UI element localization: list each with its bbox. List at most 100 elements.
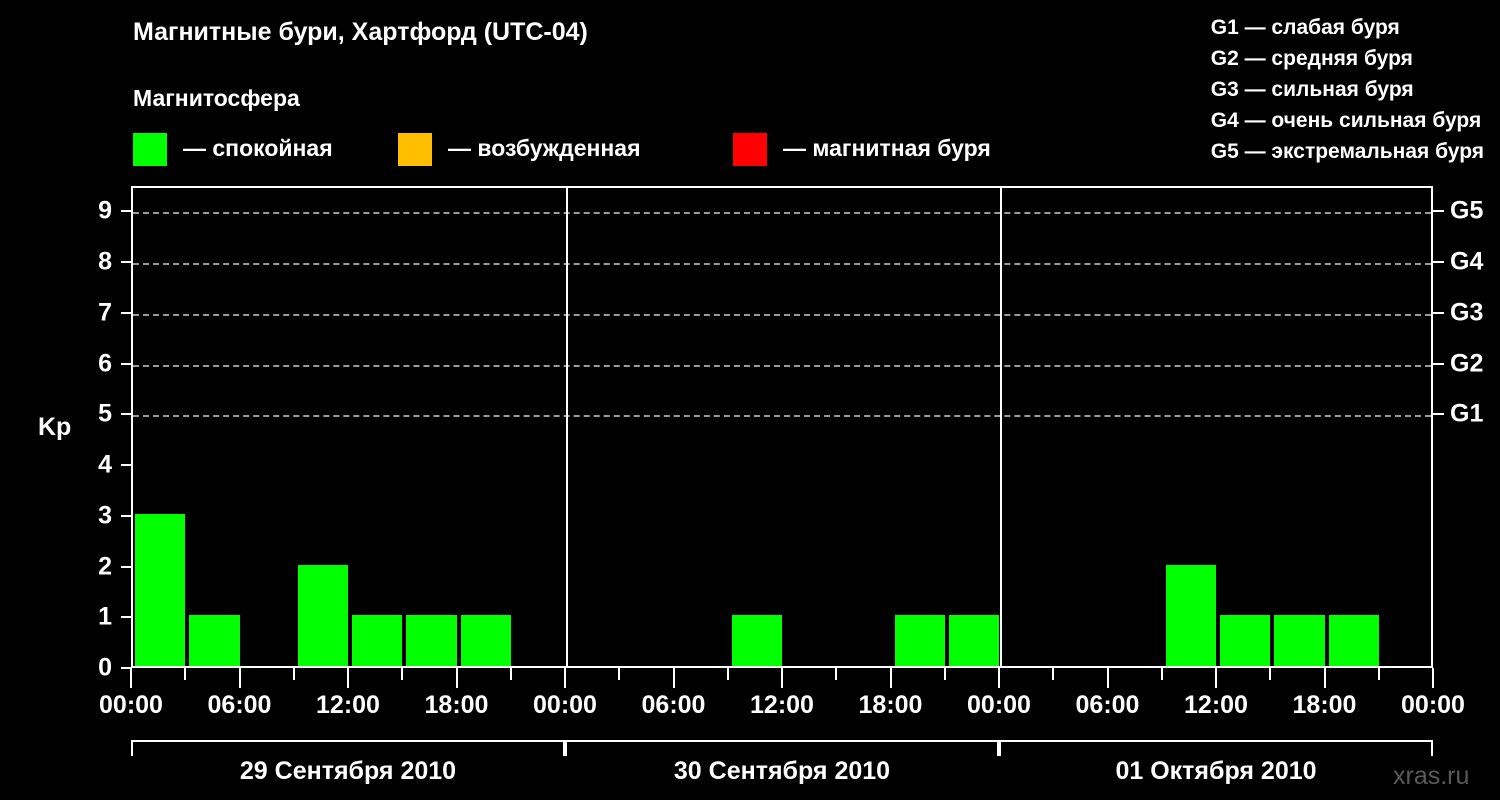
day-separator-1 [566,188,568,666]
y-tick-mark-5 [121,413,132,416]
y-tick-label-0: 0 [98,653,112,682]
x-tick-label-11: 18:00 [1292,691,1357,719]
y-tick-mark-9 [121,210,132,213]
legend-item-unsettled: — возбужденная [398,131,641,167]
date-label-1: 29 Сентября 2010 [239,757,457,785]
legend-swatch-unsettled [398,132,432,166]
x-tick-24 [1432,668,1434,688]
legend-item-quiet: — спокойная [133,131,333,167]
x-tick-5 [401,668,404,680]
x-tick-23 [1377,668,1380,680]
y-axis-title: Kp [38,413,72,441]
bar [352,615,403,666]
date-bracket-2 [565,740,999,756]
y-tick-mark-0 [121,667,132,669]
x-tick-14 [889,668,892,688]
bar [731,615,782,666]
y-tick-label-8: 8 [98,247,112,276]
x-tick-4 [347,668,349,688]
x-tick-1 [184,668,187,680]
x-tick-12 [781,668,783,688]
x-tick-3 [292,668,295,680]
x-tick-6 [455,668,458,688]
g-axis-label-G5: G5 [1450,196,1484,225]
x-tick-label-12: 00:00 [1401,691,1465,719]
x-tick-20 [1215,668,1217,688]
x-tick-18 [1106,668,1109,688]
legend-label-quiet: — спокойная [183,134,333,161]
g-legend-line-5: G5 — экстремальная буря [1210,140,1484,163]
gridline-kp-8 [133,263,1431,266]
bar [1165,564,1216,666]
y-tick-mark-7 [121,311,132,314]
g-tick-mark-G1 [1433,413,1444,416]
x-tick-8 [564,668,566,688]
y-tick-mark-6 [121,362,132,365]
g-axis-label-G3: G3 [1450,298,1484,327]
date-label-3: 01 Октября 2010 [1115,757,1317,785]
y-tick-label-9: 9 [98,196,112,225]
x-tick-label-5: 06:00 [641,691,706,719]
g-legend-line-2: G2 — средняя буря [1210,47,1413,70]
date-label-2: 30 Сентября 2010 [673,757,891,785]
y-tick-mark-4 [121,464,132,467]
bar [406,615,457,666]
gridline-kp-6 [133,364,1431,367]
legend-label-storm: — магнитная буря [783,134,991,161]
page-title: Магнитные бури, Хартфорд (UTC-04) [133,18,588,46]
x-tick-9 [618,668,621,680]
date-bracket-3 [999,740,1433,756]
y-tick-label-2: 2 [98,552,112,581]
gridline-kp-7 [133,313,1431,316]
x-tick-7 [509,668,512,680]
x-tick-21 [1269,668,1272,680]
watermark: xras.ru [1393,762,1470,790]
legend-swatch-quiet [133,132,167,166]
x-tick-label-2: 12:00 [316,691,380,719]
x-tick-2 [238,668,241,688]
y-tick-label-7: 7 [98,298,112,327]
x-tick-16 [998,668,1000,688]
g-axis-label-G1: G1 [1450,399,1484,428]
g-tick-mark-G2 [1433,362,1444,365]
bar [894,615,945,666]
y-tick-label-5: 5 [98,399,112,428]
g-axis-label-G2: G2 [1450,349,1484,378]
y-tick-mark-8 [121,261,132,264]
bar [189,615,240,666]
x-tick-label-6: 12:00 [750,691,814,719]
bar [1274,615,1325,666]
g-scale-legend: G1 — слабая буря G2 — средняя буря G3 — си… [1211,12,1484,167]
y-tick-mark-3 [121,514,132,517]
y-tick-mark-2 [121,565,132,568]
x-tick-label-10: 12:00 [1184,691,1248,719]
gridline-kp-9 [133,212,1431,215]
x-tick-0 [130,668,132,688]
x-tick-label-9: 06:00 [1075,691,1140,719]
g-tick-mark-G4 [1433,261,1444,264]
y-tick-mark-1 [121,616,132,619]
legend-swatch-storm [733,132,767,166]
bar [1328,615,1379,666]
bar [297,564,348,666]
g-legend-line-1: G1 — слабая буря [1210,16,1400,39]
x-tick-label-7: 18:00 [858,691,923,719]
g-tick-mark-G5 [1433,210,1444,213]
g-axis-label-G4: G4 [1450,247,1484,276]
x-tick-11 [726,668,729,680]
y-tick-label-4: 4 [98,450,112,479]
bar [135,513,186,666]
x-tick-17 [1052,668,1055,680]
day-separator-2 [1000,188,1002,666]
y-tick-label-3: 3 [98,501,112,530]
y-tick-label-6: 6 [98,349,112,378]
x-tick-13 [835,668,838,680]
bar [460,615,511,666]
bar [1220,615,1271,666]
y-tick-label-1: 1 [98,602,112,631]
x-tick-15 [943,668,946,680]
g-legend-line-4: G4 — очень сильная буря [1210,109,1482,132]
x-tick-label-4: 00:00 [533,691,597,719]
y-axis-labels: 0 1 2 3 4 5 6 7 8 9 [74,0,112,800]
x-tick-label-1: 06:00 [207,691,272,719]
